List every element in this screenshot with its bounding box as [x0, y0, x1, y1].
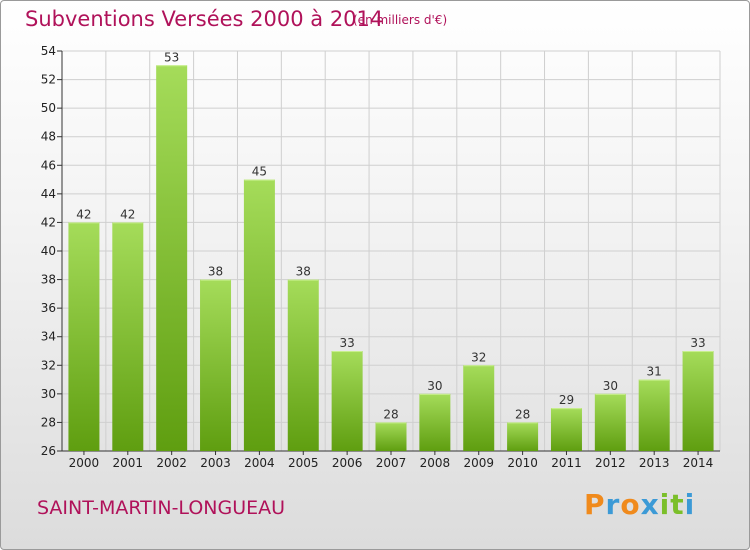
x-tick-label: 2010 — [507, 456, 538, 470]
x-tick-label: 2003 — [200, 456, 231, 470]
bar-value-label: 31 — [647, 365, 662, 379]
x-tick-label: 2007 — [376, 456, 407, 470]
bar-value-label: 42 — [120, 207, 135, 221]
x-tick-label: 2005 — [288, 456, 319, 470]
bar[interactable] — [243, 179, 275, 452]
logo-letter: x — [640, 488, 660, 521]
commune-name: SAINT-MARTIN-LONGUEAU — [37, 497, 286, 519]
y-tick-label: 50 — [41, 101, 56, 115]
data-labels: 42 42 53 38 45 38 33 28 30 32 28 29 30 31 33 — [76, 50, 705, 421]
y-tick-label: 46 — [41, 158, 56, 172]
x-tick-label: 2004 — [244, 456, 275, 470]
logo-letter: r — [605, 488, 621, 521]
bar-value-label: 33 — [690, 336, 705, 350]
x-tick-label: 2008 — [420, 456, 451, 470]
bar-value-label: 30 — [427, 379, 442, 393]
bar[interactable] — [287, 279, 319, 451]
x-tick-label: 2014 — [683, 456, 714, 470]
bar-value-label: 30 — [603, 379, 618, 393]
bar[interactable] — [200, 279, 232, 451]
chart-title: Subventions Versées 2000 à 2014 — [25, 7, 384, 31]
bar[interactable] — [594, 393, 626, 451]
bar-value-label: 42 — [76, 207, 91, 221]
x-tick-label: 2001 — [113, 456, 144, 470]
bar[interactable] — [375, 422, 407, 451]
y-tick-label: 38 — [41, 273, 56, 287]
y-tick-label: 28 — [41, 415, 56, 429]
bar[interactable] — [550, 408, 582, 451]
y-tick-label: 48 — [41, 130, 56, 144]
bar-value-label: 33 — [339, 336, 354, 350]
x-tick-label: 2009 — [463, 456, 494, 470]
y-tick-label: 26 — [41, 444, 56, 458]
y-tick-label: 36 — [41, 301, 56, 315]
logo-letter: i — [684, 488, 696, 521]
logo-letter: P — [584, 488, 606, 521]
bar-value-label: 32 — [471, 350, 486, 364]
y-tick-label: 42 — [41, 215, 56, 229]
bar[interactable] — [68, 222, 100, 451]
x-tick-label: 2006 — [332, 456, 363, 470]
bar[interactable] — [682, 351, 714, 451]
logo-letter: t — [670, 488, 685, 521]
bar[interactable] — [156, 65, 188, 452]
x-tick-label: 2002 — [156, 456, 187, 470]
bar[interactable] — [331, 351, 363, 451]
y-tick-label: 32 — [41, 358, 56, 372]
y-tick-label: 54 — [41, 44, 56, 58]
bars — [68, 65, 714, 452]
bar-value-label: 28 — [515, 407, 530, 421]
y-tick-label: 52 — [41, 73, 56, 87]
bar[interactable] — [112, 222, 144, 451]
y-tick-label: 30 — [41, 387, 56, 401]
bar[interactable] — [419, 393, 451, 451]
logo-letter: o — [620, 488, 641, 521]
bar[interactable] — [463, 365, 495, 451]
logo-letter: i — [659, 488, 671, 521]
x-tick-label: 2011 — [551, 456, 582, 470]
bar-value-label: 29 — [559, 393, 574, 407]
bar[interactable] — [638, 379, 670, 451]
bar-value-label: 28 — [383, 407, 398, 421]
bar-value-label: 45 — [252, 165, 267, 179]
y-tick-label: 44 — [41, 187, 56, 201]
x-tick-label: 2013 — [639, 456, 670, 470]
bar-value-label: 38 — [208, 265, 223, 279]
x-tick-label: 2012 — [595, 456, 626, 470]
y-tick-label: 40 — [41, 244, 56, 258]
bar[interactable] — [507, 422, 539, 451]
bar-value-label: 53 — [164, 50, 179, 64]
x-tick-label: 2000 — [69, 456, 100, 470]
bar-value-label: 38 — [296, 265, 311, 279]
y-tick-label: 34 — [41, 330, 56, 344]
proxiti-logo[interactable]: Proxiti — [584, 488, 695, 521]
chart-subtitle: (en milliers d'€) — [353, 13, 448, 27]
